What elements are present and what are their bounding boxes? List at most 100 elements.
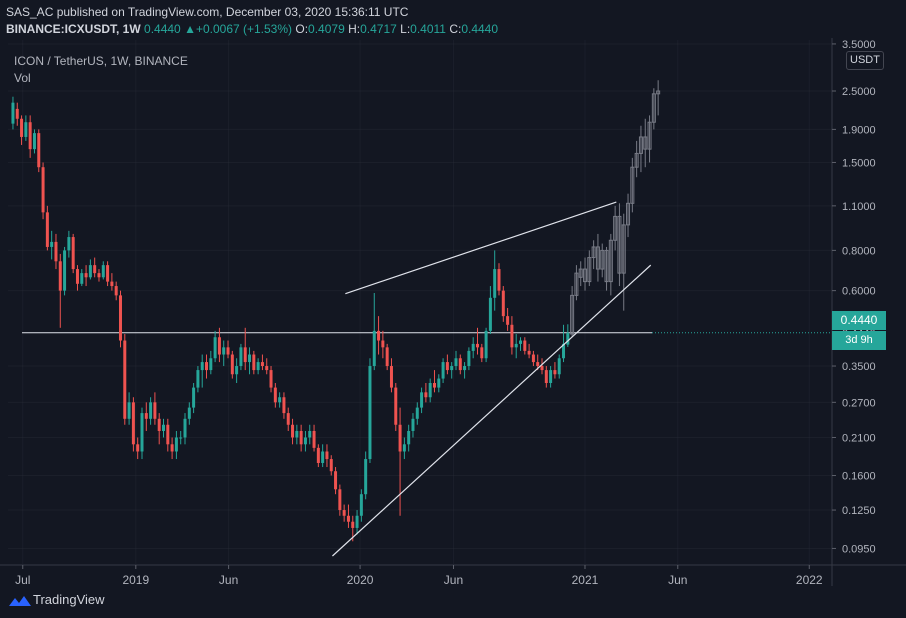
- candle-body: [372, 330, 376, 367]
- candle-body: [574, 272, 579, 296]
- candle: [312, 424, 316, 452]
- candle: [269, 366, 273, 393]
- candle-body: [286, 413, 290, 425]
- candle-body: [80, 273, 84, 284]
- price-chart[interactable]: 3.5000 2.5000 1.9000 1.5000 1.1000 0.8000 0.60…: [0, 38, 906, 586]
- candle: [127, 392, 131, 425]
- candle-body: [118, 295, 122, 341]
- projected-candle: [583, 257, 588, 291]
- candle: [205, 354, 209, 379]
- candle-body: [651, 93, 656, 123]
- candle-body: [617, 215, 622, 274]
- price-change: +0.0067 (+1.53%): [195, 22, 293, 36]
- series-legend: ICON / TetherUS, 1W, BINANCE Vol: [14, 53, 188, 87]
- projected-candle: [578, 261, 583, 287]
- candle-body: [58, 261, 62, 291]
- candle: [424, 383, 428, 403]
- candle-body: [432, 383, 436, 388]
- candle-body: [377, 330, 381, 341]
- candle: [377, 316, 381, 355]
- candle-body: [299, 430, 303, 445]
- candle: [97, 269, 101, 282]
- candle: [28, 115, 32, 158]
- candle: [562, 324, 566, 363]
- price-tick-label: 3.5000: [842, 39, 876, 51]
- candle: [316, 444, 320, 468]
- candle-body: [243, 347, 247, 363]
- candle: [475, 327, 479, 355]
- candle-body: [428, 383, 432, 398]
- candle-body: [166, 424, 170, 445]
- candle: [325, 444, 329, 468]
- candle-body: [144, 413, 148, 419]
- candle: [260, 354, 264, 371]
- candle: [329, 455, 333, 476]
- candle: [497, 263, 501, 296]
- current-price-tag: 0.4440: [832, 311, 886, 330]
- candle: [45, 205, 49, 251]
- candle-body: [420, 392, 424, 408]
- candle: [80, 269, 84, 287]
- trendlines[interactable]: [332, 201, 652, 557]
- currency-unit-badge[interactable]: USDT: [846, 51, 884, 70]
- projected-candle: [600, 243, 605, 278]
- projected-candle: [630, 157, 635, 213]
- candle-body: [364, 459, 368, 495]
- candle-body: [342, 510, 346, 516]
- candle-body: [488, 297, 492, 331]
- projected-candle: [638, 125, 643, 173]
- candle: [88, 259, 92, 280]
- candle-body: [162, 424, 166, 431]
- candle-body: [71, 237, 75, 270]
- candle: [566, 324, 570, 347]
- candle: [368, 358, 372, 463]
- candle-body: [84, 273, 88, 278]
- close-value: 0.4440: [461, 22, 499, 36]
- candle: [454, 350, 458, 371]
- candle-body: [656, 90, 661, 95]
- candle-body: [587, 257, 592, 283]
- candle-body: [411, 418, 415, 431]
- price-tick-label: 2.5000: [842, 86, 876, 98]
- projected-candle: [651, 88, 656, 130]
- candle-body: [192, 387, 196, 408]
- candle-body: [209, 358, 213, 371]
- candle-body: [88, 265, 92, 278]
- candle: [398, 407, 402, 516]
- candle: [166, 418, 170, 452]
- candle-body: [45, 212, 49, 247]
- projected-candle: [647, 115, 652, 163]
- candle-body: [265, 366, 269, 371]
- candle: [346, 504, 350, 528]
- candle: [110, 273, 114, 291]
- candle: [342, 504, 346, 522]
- candle: [553, 362, 557, 379]
- candle-body: [157, 418, 161, 431]
- candle-body: [527, 350, 531, 355]
- price-tick-label: 0.0950: [842, 543, 876, 555]
- candle-body: [604, 249, 609, 283]
- time-tick-label: 2021: [572, 573, 599, 586]
- candle: [321, 444, 325, 468]
- tradingview-brand[interactable]: TradingView: [33, 592, 105, 607]
- candle: [217, 327, 221, 363]
- candle-body: [329, 459, 333, 472]
- candle: [355, 510, 359, 535]
- candle-body: [501, 290, 505, 317]
- candle: [467, 347, 471, 371]
- candle-body: [338, 489, 342, 511]
- candle-body: [475, 343, 479, 348]
- time-axis[interactable]: Jul 2019 Jun 2020 Jun 2021 Jun 2022: [0, 564, 906, 586]
- candle-body: [346, 515, 350, 522]
- candle: [75, 265, 79, 291]
- candle: [140, 407, 144, 460]
- candle-body: [553, 370, 557, 375]
- candle: [282, 392, 286, 419]
- candle-body: [140, 413, 144, 452]
- projected-candle: [587, 250, 592, 287]
- candle: [441, 358, 445, 384]
- candle: [484, 327, 488, 363]
- candle: [364, 451, 368, 500]
- symbol-label: BINANCE:ICXUSDT, 1W: [6, 22, 141, 36]
- tradingview-logo-icon[interactable]: [8, 593, 32, 609]
